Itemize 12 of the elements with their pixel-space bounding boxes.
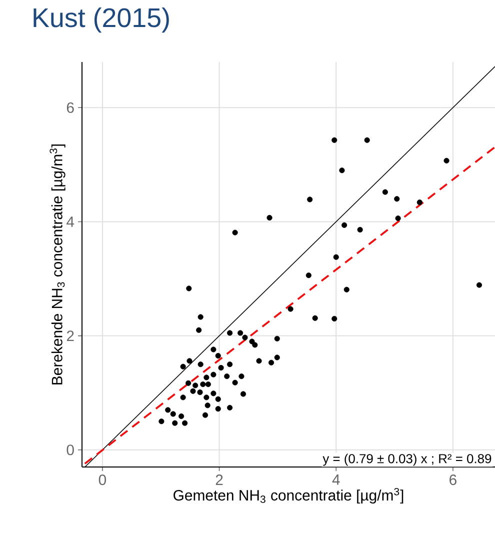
y-tick-label: 6 xyxy=(66,102,74,113)
y-tick-label: 2 xyxy=(66,330,74,342)
y-axis-title: Berekende NH$_{3}$ concentratie [µg/m$^{3}$] xyxy=(50,144,66,384)
x-axis-title: Gemeten NH$_{3}$ concentratie [µg/m$^{3}$] xyxy=(174,488,404,504)
x-tick-label: 6 xyxy=(450,474,456,486)
annotation: y = (0.79 ± 0.03) x ; R² = 0.89 xyxy=(322,454,492,466)
x-tick-label: 0 xyxy=(98,474,106,486)
chart-title: Kust (2015) xyxy=(34,8,169,33)
x-tick-label: 4 xyxy=(332,474,340,485)
y-tick-label: 0 xyxy=(66,444,74,456)
y-tick-label: 4 xyxy=(66,216,74,227)
x-tick-label: 2 xyxy=(216,474,223,485)
